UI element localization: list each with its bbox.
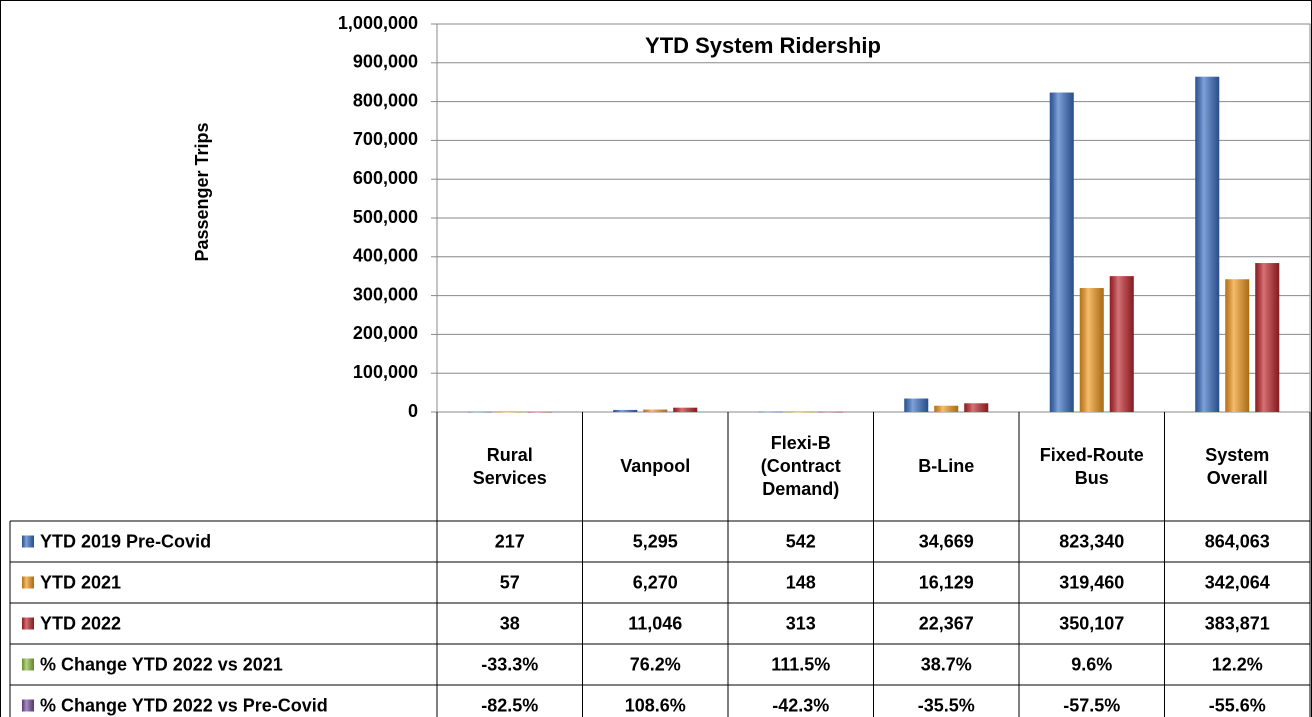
bar-shade	[613, 409, 638, 412]
category-label: Fixed-Route Bus	[1019, 412, 1165, 521]
table-cell: 108.6%	[625, 695, 686, 715]
bar-shade	[1225, 279, 1250, 412]
bar-shade	[1049, 92, 1074, 413]
legend-label: % Change YTD 2022 vs 2021	[40, 654, 283, 674]
legend-label: YTD 2022	[40, 613, 121, 633]
y-tick-label: 900,000	[353, 52, 418, 72]
y-tick-label: 800,000	[353, 90, 418, 110]
table-cell: 16,129	[919, 572, 974, 592]
bar-shade	[904, 398, 929, 412]
table-cell: 76.2%	[630, 654, 681, 674]
table-cell: 6,270	[633, 572, 678, 592]
bar-shade	[1255, 263, 1280, 412]
legend-key-shade	[22, 699, 34, 712]
bar-shade	[527, 411, 552, 413]
category-text: Rural Services	[472, 444, 547, 488]
table-cell: 38.7%	[921, 654, 972, 674]
table-cell: 319,460	[1059, 572, 1124, 592]
bar-shade	[758, 411, 783, 413]
table-cell: 383,871	[1205, 613, 1270, 633]
legend-label: % Change YTD 2022 vs Pre-Covid	[40, 695, 328, 715]
table-cell: 57	[500, 572, 520, 592]
y-tick-label: 500,000	[353, 207, 418, 227]
table-cell: 217	[495, 531, 525, 551]
y-tick-label: 400,000	[353, 246, 418, 266]
table-cell: -82.5%	[481, 695, 538, 715]
y-tick-label: 200,000	[353, 323, 418, 343]
table-cell: 9.6%	[1071, 654, 1112, 674]
y-axis-title: Passenger Trips	[192, 122, 212, 261]
category-text: Flexi-B (Contract Demand)	[760, 433, 841, 499]
category-label: Vanpool	[583, 412, 729, 521]
y-tick-label: 300,000	[353, 284, 418, 304]
bar-shade	[497, 411, 522, 413]
table-cell: 5,295	[633, 531, 678, 551]
category-label: B-Line	[874, 412, 1020, 521]
bar-shade	[1079, 288, 1104, 412]
table-cell: -57.5%	[1063, 695, 1120, 715]
category-text: B-Line	[918, 456, 975, 476]
category-label: System Overall	[1165, 412, 1311, 521]
table-cell: 38	[500, 613, 520, 633]
table-cell: -35.5%	[918, 695, 975, 715]
y-tick-label: 600,000	[353, 168, 418, 188]
bar-shade	[818, 411, 843, 413]
category-text: Vanpool	[620, 456, 691, 476]
table-cell: 34,669	[919, 531, 974, 551]
legend-key-shade	[22, 617, 34, 630]
table-cell: 542	[786, 531, 816, 551]
bar-shade	[1195, 76, 1220, 412]
legend-key-shade	[22, 658, 34, 671]
legend-key-shade	[22, 535, 34, 548]
category-text: Fixed-Route Bus	[1039, 444, 1144, 488]
y-tick-label: 0	[408, 401, 418, 421]
bar-shade	[643, 409, 668, 412]
table-cell: 148	[786, 572, 816, 592]
bar-shade	[934, 405, 959, 412]
bar-shade	[1109, 276, 1134, 412]
y-tick-label: 700,000	[353, 129, 418, 149]
legend-label: YTD 2021	[40, 572, 121, 592]
table-cell: -55.6%	[1209, 695, 1266, 715]
table-cell: 342,064	[1205, 572, 1270, 592]
y-tick-label: 100,000	[353, 362, 418, 382]
table-cell: -33.3%	[481, 654, 538, 674]
table-cell: 823,340	[1059, 531, 1124, 551]
chart-title: YTD System Ridership	[645, 33, 881, 58]
legend-key-shade	[22, 576, 34, 589]
table-cell: 11,046	[628, 613, 682, 633]
table-cell: 22,367	[919, 613, 974, 633]
category-label: Flexi-B (Contract Demand)	[728, 412, 874, 521]
category-label: Rural Services	[437, 412, 583, 521]
table-cell: 313	[786, 613, 816, 633]
category-text: System Overall	[1205, 444, 1270, 488]
bar-shade	[964, 403, 989, 412]
table-cell: 111.5%	[771, 654, 830, 674]
bar-shade	[788, 411, 813, 413]
table-cell: 864,063	[1205, 531, 1270, 551]
bar-shade	[467, 411, 492, 413]
y-tick-label: 1,000,000	[338, 13, 418, 33]
table-cell: -42.3%	[772, 695, 829, 715]
legend-label: YTD 2019 Pre-Covid	[40, 531, 211, 551]
table-cell: 350,107	[1059, 613, 1124, 633]
table-cell: 12.2%	[1212, 654, 1263, 674]
bar-shade	[673, 407, 698, 412]
